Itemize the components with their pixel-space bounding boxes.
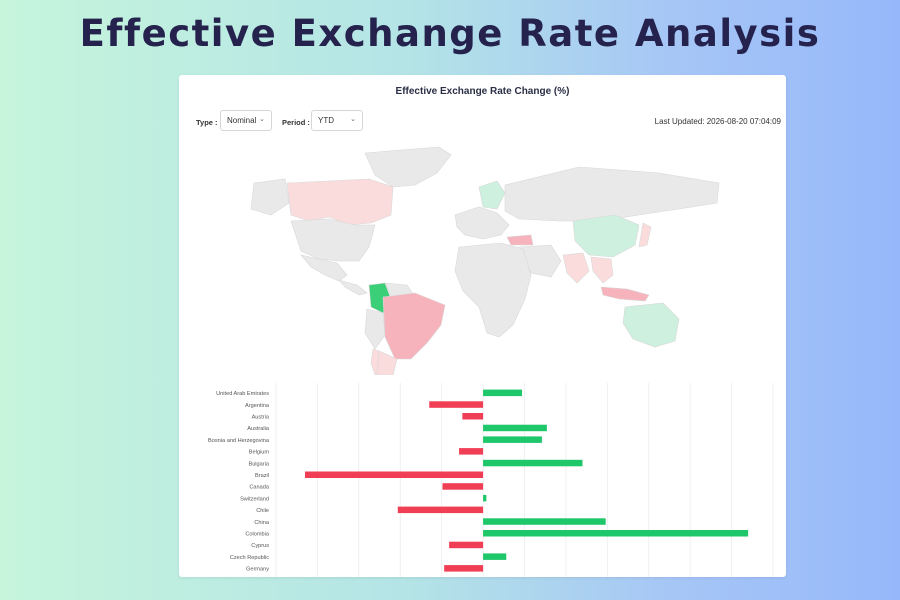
map-region-usa xyxy=(290,218,376,262)
bar[interactable] xyxy=(483,424,547,432)
chart-card: Effective Exchange Rate Change (%) Type … xyxy=(179,75,786,577)
category-label: Cyprus xyxy=(251,543,269,549)
map-region-africa xyxy=(454,242,532,338)
bar[interactable] xyxy=(429,401,484,408)
page-title: Effective Exchange Rate Analysis xyxy=(79,12,821,55)
category-label: Colombia xyxy=(245,531,270,537)
bar[interactable] xyxy=(483,494,487,502)
category-label: Brazil xyxy=(255,473,269,479)
last-updated: Last Updated: 2026-08-20 07:04:09 xyxy=(654,117,781,126)
chevron-down-icon: ⌄ xyxy=(259,116,265,123)
category-label: United Arab Emirates xyxy=(216,391,269,397)
map-region-argentina xyxy=(376,350,398,375)
category-label: Czech Republic xyxy=(230,555,269,561)
bar[interactable] xyxy=(483,518,606,525)
map-region-india xyxy=(562,252,590,284)
bar[interactable] xyxy=(449,541,484,549)
map-region-china xyxy=(572,214,640,258)
type-select[interactable]: Nominal ⌄ xyxy=(220,110,272,131)
category-label: Austria xyxy=(252,414,270,420)
bar[interactable] xyxy=(483,459,583,467)
category-label: Belgium xyxy=(249,450,270,456)
map-region-brazil xyxy=(382,292,446,360)
bar[interactable] xyxy=(304,471,484,479)
bar[interactable] xyxy=(483,530,749,537)
category-label: Bulgaria xyxy=(248,461,269,467)
bar[interactable] xyxy=(397,506,484,514)
map-region-alaska xyxy=(250,178,290,216)
category-label: China xyxy=(254,520,270,526)
map-region-greenland xyxy=(364,146,452,188)
map-region-turkey xyxy=(506,234,534,246)
category-label: Canada xyxy=(249,485,269,491)
map-region-japan xyxy=(638,222,652,248)
map-region-indonesia xyxy=(600,286,650,302)
world-map xyxy=(250,146,720,375)
map-region-europe xyxy=(454,206,510,240)
map-region-canada xyxy=(286,178,394,226)
card-title: Effective Exchange Rate Change (%) xyxy=(395,86,570,97)
bar[interactable] xyxy=(483,389,523,397)
bar[interactable] xyxy=(459,448,484,455)
period-label: Period : xyxy=(282,118,310,127)
period-select-value: YTD xyxy=(318,116,334,125)
period-select[interactable]: YTD ⌄ xyxy=(311,110,363,131)
map-region-scandinavia xyxy=(478,180,506,210)
type-label: Type : xyxy=(196,118,218,127)
map-region-chile xyxy=(370,348,380,375)
map-region-peru xyxy=(364,308,386,350)
map-region-mexico xyxy=(300,254,348,282)
category-label: Bosnia and Herzegovina xyxy=(208,438,270,444)
category-label: Australia xyxy=(247,426,270,432)
category-label: Argentina xyxy=(245,403,270,409)
map-region-central-america xyxy=(338,279,368,296)
bar[interactable] xyxy=(444,565,484,572)
bar[interactable] xyxy=(462,413,484,420)
bar[interactable] xyxy=(483,436,542,443)
bar[interactable] xyxy=(483,553,507,560)
map-region-southeast-asia xyxy=(590,256,614,284)
category-label: Germany xyxy=(246,567,269,573)
category-label: Chile xyxy=(256,508,269,514)
type-select-value: Nominal xyxy=(227,116,257,125)
map-region-russia xyxy=(504,166,720,222)
map-region-australia xyxy=(622,302,680,348)
bar[interactable] xyxy=(442,483,484,490)
chevron-down-icon: ⌄ xyxy=(350,116,356,123)
bar-chart: United Arab Emirates Argentina Austria Aust… xyxy=(208,383,774,577)
category-label: Switzerland xyxy=(240,496,269,502)
